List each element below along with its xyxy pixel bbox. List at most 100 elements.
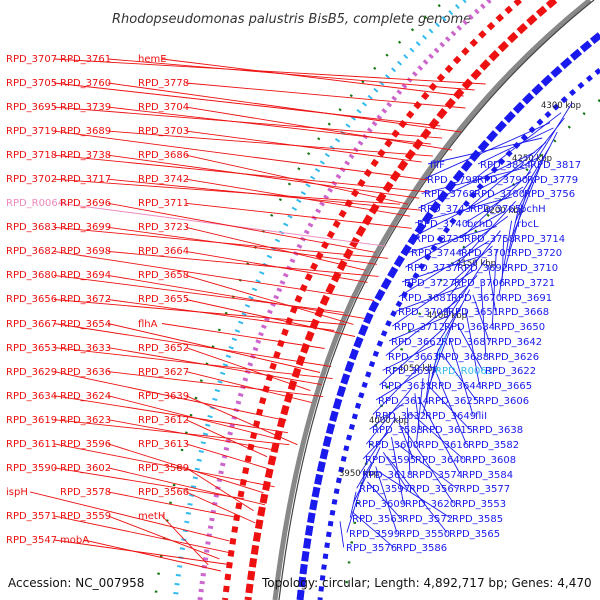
leader-line-rpd-3639 bbox=[185, 395, 298, 446]
leader-line-rpd-3756 bbox=[521, 147, 550, 194]
leader-line-rpd-3686 bbox=[185, 154, 409, 205]
tick-4050-kbp: 4050 kbp bbox=[398, 364, 438, 374]
genome-backbone-edge bbox=[278, 0, 595, 600]
tick-4300-kbp: 4300 kbp bbox=[541, 101, 581, 111]
leader-line-rpd-3790 bbox=[474, 112, 562, 180]
gene-label-rpd-3703: RPD_3703 bbox=[138, 126, 189, 137]
forward-gene-labels: RPD_3707 RPD_3761 hemE RPD_3705 RPD_3760 RPD_… bbox=[6, 54, 189, 546]
gene-label-rpd-r0063: RPD_R0063 bbox=[435, 366, 493, 377]
gene-label-rpd-3735: RPD_3735 bbox=[414, 234, 465, 245]
gene-label-rpd-3740: RPD_3740 bbox=[417, 219, 468, 230]
leader-line-rpd-3703 bbox=[185, 130, 422, 163]
leader-line-rpd-3590 bbox=[53, 467, 245, 500]
gene-label-rpd-3698: RPD_3698 bbox=[60, 246, 111, 257]
gene-label-rpd-3612: RPD_3612 bbox=[138, 415, 189, 426]
leader-line-rpd-3765 bbox=[468, 141, 547, 209]
leader-line-rpd-3653 bbox=[53, 347, 333, 380]
gene-label-rpd-3758: RPD_3758 bbox=[464, 234, 515, 245]
gene-label-rpd-3707: RPD_3707 bbox=[6, 54, 57, 65]
gene-label-rpd-3664: RPD_3664 bbox=[138, 246, 189, 257]
leader-line-rpd-3563 bbox=[349, 491, 357, 518]
gene-label-rpd-3615: RPD_3615 bbox=[422, 425, 473, 436]
leader-line-rpd-3606 bbox=[441, 353, 477, 401]
gene-label-rpd-3695: RPD_3695 bbox=[6, 102, 57, 113]
gene-label-rpd-3701: RPD_3701 bbox=[461, 248, 512, 259]
genome-backbone bbox=[272, 0, 592, 600]
gene-label-rpd-3619: RPD_3619 bbox=[6, 415, 57, 426]
gene-label-rpd-3662: RPD_3662 bbox=[391, 337, 442, 348]
topology-text: Topology: circular; Length: 4,892,717 bp… bbox=[261, 576, 592, 590]
gene-label-rpd-3642: RPD_3642 bbox=[491, 337, 542, 348]
leader-line-rpd-3602 bbox=[107, 467, 266, 506]
gene-label-rpd-3694: RPD_3694 bbox=[60, 270, 111, 281]
gene-label-rpd-3609: RPD_3609 bbox=[355, 499, 406, 510]
gene-label-rpd-3742: RPD_3742 bbox=[138, 174, 189, 185]
gene-label-rpd-3618: RPD_3618 bbox=[362, 470, 413, 481]
gene-label-rpd-3599: RPD_3599 bbox=[349, 529, 400, 540]
gene-label-rpd-3765: RPD_3765 bbox=[470, 204, 521, 215]
leader-line-rpd-3672 bbox=[107, 299, 335, 331]
gene-label-rpd-3761: RPD_3761 bbox=[60, 54, 111, 65]
leader-line-rpd-3596 bbox=[107, 443, 264, 494]
leader-line-rpd-3634 bbox=[53, 395, 288, 434]
gene-label-rpd-3727: RPD_3727 bbox=[404, 278, 455, 289]
leader-line-rpd-3760 bbox=[107, 82, 462, 133]
gene-label-rpd-3684: RPD_3684 bbox=[444, 322, 495, 333]
gene-label-rpd-3691: RPD_3691 bbox=[501, 293, 552, 304]
gene-label-rpd-3626: RPD_3626 bbox=[488, 352, 539, 363]
leader-line-rpd-3707 bbox=[53, 58, 486, 85]
gene-label-rpd-3624: RPD_3624 bbox=[60, 391, 111, 402]
gene-label-rpd-3689: RPD_3689 bbox=[60, 126, 111, 137]
leader-line-rpd-3611 bbox=[53, 443, 275, 488]
leader-line-rpd-3632 bbox=[372, 358, 428, 415]
leader-line-rpd-3633 bbox=[107, 347, 322, 386]
leader-line-rpd-3665 bbox=[465, 309, 480, 386]
leader-line-heme bbox=[161, 58, 464, 97]
gene-label-rpd-3655: RPD_3655 bbox=[138, 294, 189, 305]
accession-text: Accession: NC_007958 bbox=[8, 576, 144, 590]
gene-label-rpd-3692: RPD_3692 bbox=[457, 263, 508, 274]
leader-line-rpd-3687 bbox=[438, 304, 463, 342]
leader-line-rpd-3682 bbox=[53, 250, 375, 301]
leader-line-rpd-3613 bbox=[185, 443, 269, 470]
leader-line-rpd-3778 bbox=[185, 82, 466, 109]
leader-line-rpd-3702 bbox=[53, 178, 401, 205]
leader-line-rpd-3571 bbox=[53, 515, 231, 554]
leader-line-rpd-3701 bbox=[458, 216, 509, 253]
leader-line-rpd-3649 bbox=[422, 348, 440, 415]
leader-line-rpd-3664 bbox=[185, 250, 368, 283]
leader-line-rpd-3798 bbox=[424, 122, 551, 180]
gene-label-rpd-3656: RPD_3656 bbox=[6, 294, 57, 305]
leader-line-rpd-3654 bbox=[107, 323, 321, 373]
gene-label-rpd-3672: RPD_3672 bbox=[60, 294, 111, 305]
leader-line-rpd-3612 bbox=[185, 419, 268, 458]
gene-label-rpd-3721: RPD_3721 bbox=[504, 278, 555, 289]
reverse-gene-labels: fliF RPD_3824RPD_3817RPD_3798RPD_3790RPD_… bbox=[346, 160, 581, 554]
gene-label-rpd-3720: RPD_3720 bbox=[511, 248, 562, 259]
gene-label-rpd-3559: RPD_3559 bbox=[60, 511, 111, 522]
gene-label-rpd-3665: RPD_3665 bbox=[481, 381, 532, 392]
gc-skew-track bbox=[197, 0, 492, 600]
gene-label-rpd-r0064: RPD_R0064 bbox=[6, 198, 64, 209]
gene-label-rpd-3589: RPD_3589 bbox=[138, 463, 189, 474]
gene-label-rpd-3651: RPD_3651 bbox=[448, 307, 499, 318]
leader-line-rpd-3744 bbox=[408, 225, 497, 253]
leader-line-rpd-3619 bbox=[53, 419, 290, 446]
tick-3950-kbp: 3950 kbp bbox=[339, 469, 379, 479]
gene-label-rpd-3638: RPD_3638 bbox=[472, 425, 523, 436]
gene-label-flif: fliF bbox=[430, 160, 445, 171]
leader-line-rpd-3663 bbox=[385, 299, 459, 356]
gene-label-rpd-3709: RPD_3709 bbox=[398, 307, 449, 318]
gene-label-rpd-3623: RPD_3623 bbox=[60, 415, 111, 426]
leader-line-rpd-3768 bbox=[421, 167, 528, 194]
forward-strand-band bbox=[244, 0, 558, 600]
gene-label-rpd-3632: RPD_3632 bbox=[375, 411, 426, 422]
gene-label-rpd-3611: RPD_3611 bbox=[6, 439, 57, 450]
gene-label-rpd-3627: RPD_3627 bbox=[138, 367, 189, 378]
gene-label-rpd-3590: RPD_3590 bbox=[6, 463, 57, 474]
gene-label-rpd-3768: RPD_3768 bbox=[424, 189, 475, 200]
gene-label-rpd-3668: RPD_3668 bbox=[498, 307, 549, 318]
gene-label-rpd-3778: RPD_3778 bbox=[138, 78, 189, 89]
gene-label-rpd-3586: RPD_3586 bbox=[396, 543, 447, 554]
